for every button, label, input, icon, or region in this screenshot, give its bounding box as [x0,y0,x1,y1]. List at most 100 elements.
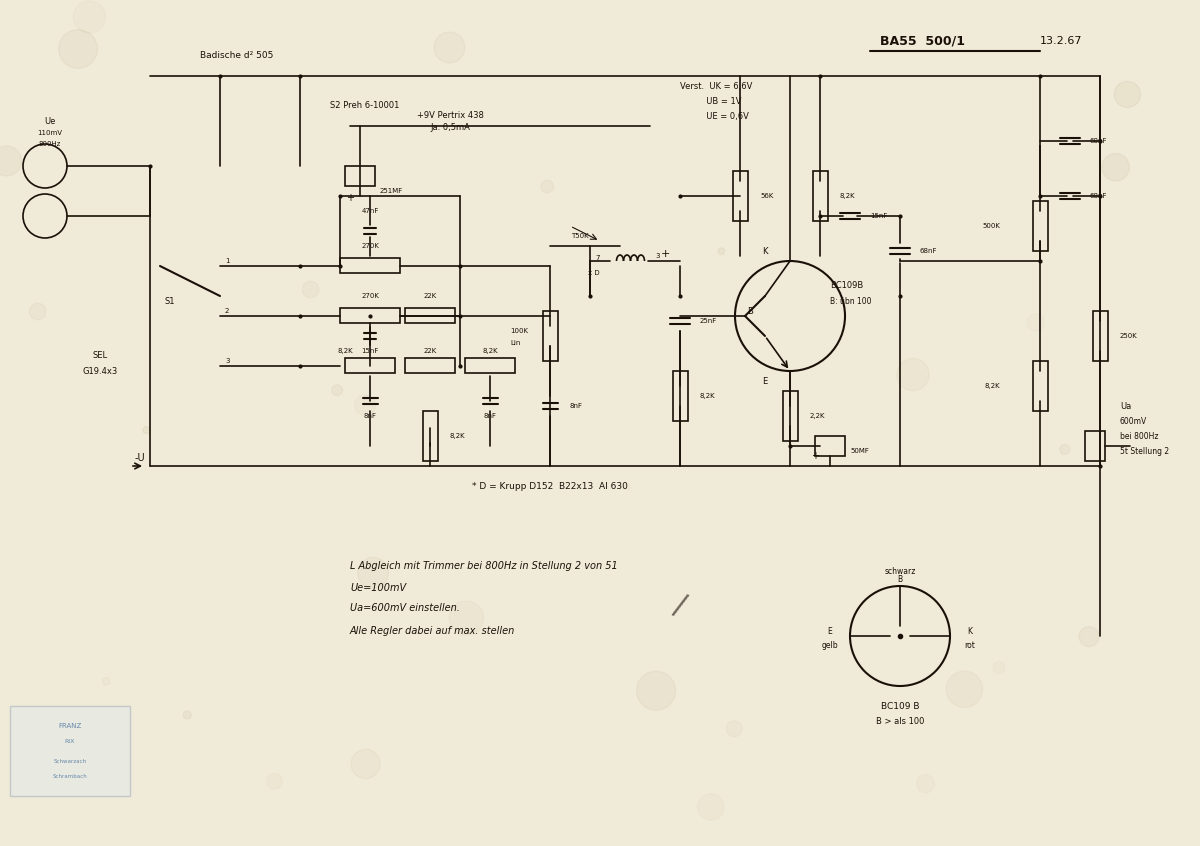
Text: E: E [762,376,768,386]
Text: +: + [811,451,818,461]
Text: 22K: 22K [424,348,437,354]
Text: 1: 1 [226,258,229,264]
Text: 8nF: 8nF [484,413,497,419]
Circle shape [1079,627,1099,646]
Bar [732,171,748,221]
Text: BA55  500/1: BA55 500/1 [880,35,965,47]
Text: BC109 B: BC109 B [881,701,919,711]
Bar [1032,201,1048,251]
Bar [422,411,438,461]
Text: 22K: 22K [424,293,437,299]
Text: BC109B: BC109B [830,282,863,290]
Text: 56K: 56K [760,193,773,199]
Text: 15nF: 15nF [361,348,379,354]
Text: 8nF: 8nF [364,413,377,419]
Bar [815,436,845,456]
Text: 15nF: 15nF [870,213,887,219]
Bar [406,309,455,323]
Text: 25nF: 25nF [700,318,718,324]
Circle shape [358,558,389,588]
Text: rot: rot [965,640,976,650]
Text: S1: S1 [164,296,175,305]
Circle shape [1060,444,1069,454]
Text: 47nF: 47nF [361,208,379,214]
Text: B > als 100: B > als 100 [876,717,924,726]
Bar [1092,311,1108,361]
Circle shape [718,248,725,255]
Text: 600mV: 600mV [1120,416,1147,426]
Text: E: E [828,627,833,635]
Text: Alle Regler dabei auf max. stellen: Alle Regler dabei auf max. stellen [350,626,515,636]
Text: 68nF: 68nF [1090,193,1108,199]
Text: SEL: SEL [92,351,108,360]
Text: K: K [762,246,768,255]
Text: * D = Krupp D152  B22x13  Al 630: * D = Krupp D152 B22x13 Al 630 [472,481,628,491]
Text: bei 800Hz: bei 800Hz [1120,431,1158,441]
Circle shape [59,30,97,69]
Bar [346,166,374,186]
Text: Ja. 0,5mA: Ja. 0,5mA [430,124,470,133]
Text: G19.4x3: G19.4x3 [83,366,118,376]
Text: 13.2.67: 13.2.67 [1040,36,1082,46]
Bar [1085,431,1105,461]
Text: 8,2K: 8,2K [984,383,1000,389]
Text: +: + [660,249,670,259]
Circle shape [0,146,22,176]
Bar [1032,361,1048,411]
Text: gelb: gelb [822,640,839,650]
Text: 110mV: 110mV [37,130,62,136]
Text: -U: -U [134,453,145,463]
Circle shape [184,711,191,719]
Text: 500K: 500K [982,223,1000,229]
Text: B: übn 100: B: übn 100 [830,296,871,305]
Text: 800Hz: 800Hz [38,141,61,147]
Text: K: K [967,627,972,635]
Text: 3: 3 [226,358,229,364]
Text: Ue=100mV: Ue=100mV [350,583,406,593]
Text: 270K: 270K [361,293,379,299]
Text: Ua: Ua [1120,402,1132,410]
Text: Ua=600mV einstellen.: Ua=600mV einstellen. [350,603,460,613]
Text: RIX: RIX [65,739,76,744]
Bar [340,309,400,323]
Text: FRANZ: FRANZ [59,723,82,729]
Text: Lin: Lin [510,340,521,346]
Text: 270K: 270K [361,243,379,249]
Text: 2: 2 [226,308,229,314]
Text: 8,2K: 8,2K [450,433,466,439]
Text: 8,2K: 8,2K [840,193,856,199]
Bar [812,171,828,221]
Text: Ue: Ue [44,117,55,125]
Text: S2 Preh 6-10001: S2 Preh 6-10001 [330,102,400,111]
Text: L Abgleich mit Trimmer bei 800Hz in Stellung 2 von 51: L Abgleich mit Trimmer bei 800Hz in Stel… [350,561,618,571]
Bar [782,391,798,441]
Text: 8,2K: 8,2K [482,348,498,354]
Text: +9V Pertrix 438: +9V Pertrix 438 [416,112,484,120]
Bar [346,359,395,373]
Text: 8nF: 8nF [570,403,583,409]
Text: /: / [671,591,690,621]
Text: 7: 7 [595,255,600,261]
Text: schwarz: schwarz [884,567,916,575]
Text: Verst.  UK = 6,6V: Verst. UK = 6,6V [680,81,752,91]
Text: UE = 0,6V: UE = 0,6V [680,112,749,120]
Text: B: B [898,574,902,584]
Text: 100K: 100K [510,328,528,334]
Circle shape [1115,81,1140,107]
Circle shape [636,671,676,710]
Text: Schrambach: Schrambach [53,773,88,778]
Text: 5t Stellung 2: 5t Stellung 2 [1120,447,1169,455]
Bar [340,259,400,273]
Text: 250K: 250K [1120,333,1138,339]
Circle shape [1102,153,1129,181]
Text: Badische d² 505: Badische d² 505 [200,52,274,61]
Text: 2,2K: 2,2K [810,413,826,419]
Text: 50MF: 50MF [850,448,869,454]
Text: x D: x D [588,270,600,276]
Text: Schwarzach: Schwarzach [54,759,86,763]
Text: 8,2K: 8,2K [700,393,715,399]
Text: T50K: T50K [571,233,589,239]
Text: B: B [748,306,752,316]
Bar [466,359,515,373]
Bar [542,311,558,361]
